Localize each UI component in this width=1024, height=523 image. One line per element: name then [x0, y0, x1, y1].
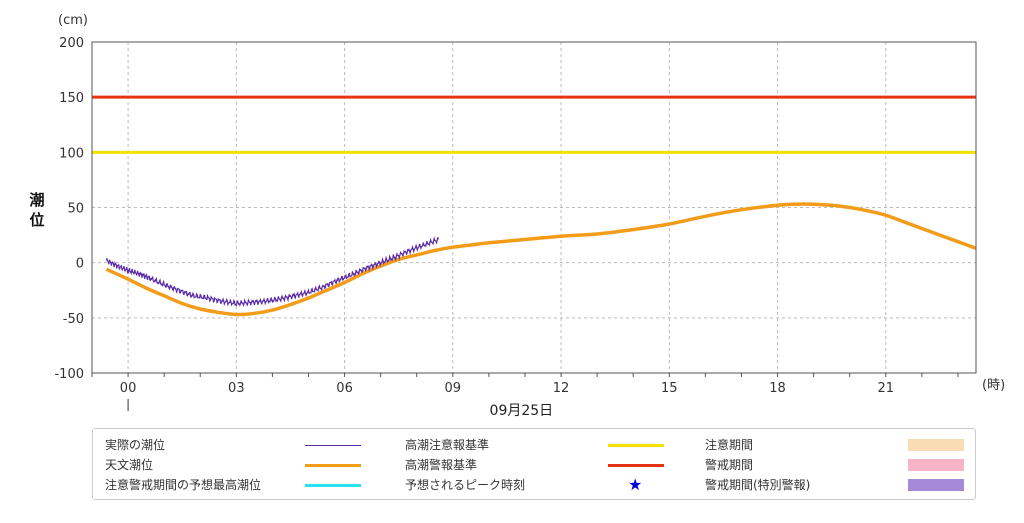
legend-label: 高潮警報基準	[405, 458, 478, 472]
plot-border	[91, 41, 977, 374]
y-unit-label: (cm)	[58, 13, 88, 28]
legend-item: 高潮注意報基準	[93, 435, 973, 455]
legend-label: 予想されるピーク時刻	[405, 478, 526, 492]
y-tick-label: 200	[59, 36, 84, 51]
legend-swatch-line	[305, 445, 361, 446]
x-unit-label: (時)	[982, 378, 1005, 393]
y-tick-label: 150	[59, 91, 84, 106]
x-tick-label: 12	[553, 381, 570, 396]
y-tick-label: 100	[59, 146, 84, 161]
legend-item: 警戒期間	[93, 455, 973, 475]
legend-item: 天文潮位	[93, 455, 973, 475]
y-tick-label: 50	[67, 202, 84, 217]
legend-swatch-box	[908, 439, 964, 451]
legend-item: 警戒期間(特別警報)	[93, 475, 973, 495]
legend-item: 注意期間	[93, 435, 973, 455]
legend-swatch-line	[305, 484, 361, 487]
x-tick-label: 21	[878, 381, 895, 396]
legend-label: 注意期間	[705, 438, 754, 452]
legend-swatch-line	[608, 444, 664, 447]
legend-label: 警戒期間(特別警報)	[705, 478, 811, 492]
x-tick-label: 00	[120, 381, 137, 396]
x-tick-label: 06	[336, 381, 353, 396]
legend-item: 予想されるピーク時刻 ★	[93, 475, 973, 495]
legend: 実際の潮位 高潮注意報基準 注意期間天文潮位 高潮警報基準 警戒期間注意警戒期間の予想最…	[92, 428, 976, 500]
series-observed-tide	[105, 236, 439, 308]
date-label: 09月25日	[490, 403, 554, 419]
x-tick-label: 09	[445, 381, 462, 396]
legend-label: 実際の潮位	[105, 438, 166, 452]
legend-swatch-line	[608, 464, 664, 467]
legend-label: 高潮注意報基準	[405, 438, 490, 452]
legend-swatch-line	[305, 464, 361, 467]
y-axis-label: 潮位	[29, 191, 45, 229]
legend-swatch-box	[908, 479, 964, 491]
x-tick-label: 03	[228, 381, 245, 396]
legend-swatch-box	[908, 459, 964, 471]
x-tick-label: 18	[769, 381, 786, 396]
legend-label: 警戒期間	[705, 458, 754, 472]
legend-label: 注意警戒期間の予想最高潮位	[105, 478, 262, 492]
tide-chart: -100 -50 0 50 100 150 200 00 03 06 09 12 15 18 21 (cm) (…	[54, 13, 1005, 419]
legend-label: 天文潮位	[105, 458, 154, 472]
y-tick-label: 0	[76, 257, 84, 272]
legend-item: 実際の潮位	[93, 435, 973, 455]
star-icon: ★	[628, 475, 643, 494]
x-tick-label: 15	[661, 381, 678, 396]
legend-item: 高潮警報基準	[93, 455, 973, 475]
legend-item: 注意警戒期間の予想最高潮位	[93, 475, 973, 495]
y-tick-label: -100	[54, 367, 84, 382]
series-astronomical-tide	[105, 202, 977, 317]
y-tick-label: -50	[63, 312, 84, 327]
